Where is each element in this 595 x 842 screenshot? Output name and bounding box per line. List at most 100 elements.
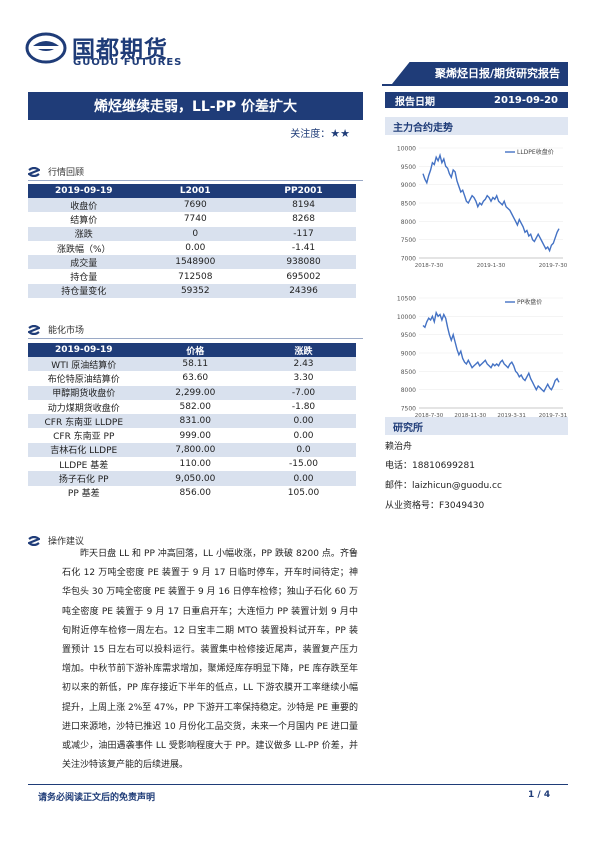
section-heading-suggestion: 操作建议: [26, 534, 85, 547]
section-title: 能化市场: [48, 326, 85, 336]
lldpe-price-chart: 7000 7500 8000 8500 9000 9500 10000 2018-7-30 20…: [397, 146, 568, 270]
legend-label: LLDPE收盘价: [517, 148, 554, 156]
y-tick-label: 10500: [397, 296, 416, 303]
analyst-license: 从业资格号：F3049430: [385, 501, 485, 511]
cell-value: 695002: [286, 271, 321, 282]
y-tick-label: 9000: [401, 351, 416, 358]
section-heading-market-review: 行情回顾: [26, 165, 85, 178]
cell-value: -7.00: [251, 385, 356, 400]
cell-value: 3.30: [293, 373, 314, 384]
attention-rating: 关注度：★★: [200, 125, 350, 140]
y-tick-label: 8000: [401, 219, 416, 226]
cell-value: 0.0: [251, 442, 356, 458]
y-tick-label: 8500: [401, 369, 416, 376]
row-label: CFR 东南亚 LLDPE: [28, 414, 140, 429]
cell-value: 63.60: [182, 373, 209, 384]
chart-section-header: 主力合约走势: [385, 117, 568, 135]
table-header-cell: 2019-09-19: [28, 184, 140, 198]
section-title: 操作建议: [48, 537, 85, 547]
table-header-cell: 2019-09-19: [28, 343, 140, 357]
table-row: 结算价 7740 8268: [28, 212, 356, 226]
cell-value: 0.00: [293, 430, 314, 441]
table-row: 持仓量变化 59352 24396: [28, 283, 356, 299]
cell-value: 938080: [251, 255, 356, 270]
y-tick-label: 7500: [401, 237, 416, 244]
cell-value: 110.00: [179, 459, 212, 470]
row-label: PP 基差: [67, 489, 100, 500]
x-tick-label: 2018-7-30: [415, 263, 444, 269]
row-label: 吉林石化 LLDPE: [28, 442, 140, 458]
table-row: 吉林石化 LLDPE 7,800.00 0.0: [28, 442, 356, 458]
cell-value: 8268: [292, 214, 315, 225]
attention-label: 关注度：: [290, 129, 331, 140]
operation-suggestion-text: 昨天日盘 LL 和 PP 冲高回落，LL 小幅收涨，PP 跌破 8200 点。齐…: [62, 545, 358, 775]
legend-label: PP收盘价: [517, 298, 542, 306]
table-row: 甲醇期货收盘价 2,299.00 -7.00: [28, 385, 356, 400]
cell-value: 7740: [183, 214, 207, 225]
row-label: CFR 东南亚 PP: [53, 432, 115, 443]
y-tick-label: 9000: [401, 182, 416, 189]
cell-value: -1.80: [291, 402, 316, 413]
row-label: 持仓量: [70, 273, 98, 284]
cell-value: -15.00: [289, 459, 319, 470]
table-row: 持仓量 712508 695002: [28, 269, 356, 284]
x-tick-label: 2018-7-30: [415, 413, 444, 419]
cell-value: 0.00: [251, 414, 356, 429]
market-review-table: 2019-09-19 L2001 PP2001 收盘价 7690 8194 结算价 77…: [28, 184, 356, 299]
cell-value: 7,800.00: [139, 442, 252, 458]
research-section-header: 研究所: [385, 417, 568, 435]
cell-value: 2,299.00: [139, 385, 252, 400]
cell-value: 7690: [139, 198, 252, 213]
table-row: 涨跌 0 -117: [28, 226, 356, 241]
y-tick-label: 7000: [401, 256, 416, 263]
logo-text-en: GUODU FUTURES: [73, 57, 183, 68]
y-tick-label: 8000: [401, 387, 416, 394]
row-label: 成交量: [28, 255, 140, 270]
header-divider: [382, 84, 568, 86]
cell-value: 582.00: [179, 402, 212, 413]
y-tick-label: 8500: [401, 201, 416, 208]
cell-value: 0: [139, 226, 252, 241]
y-tick-label: 10000: [397, 146, 416, 153]
section-title: 行情回顾: [48, 168, 85, 178]
report-type-banner: 聚烯烃日报/期货研究报告: [392, 62, 568, 84]
table-row: PP 基差 856.00 105.00: [28, 486, 356, 500]
table-row: 成交量 1548900 938080: [28, 255, 356, 270]
x-tick-label: 2018-11-30: [454, 413, 486, 419]
section-bullet-icon: [26, 535, 42, 546]
table-row: 扬子石化 PP 9,050.00 0.00: [28, 471, 356, 486]
row-label: 动力煤期货收盘价: [47, 403, 120, 414]
chemical-market-table: 2019-09-19 价格 涨跌 WTI 原油结算价 58.11 2.43 布伦特原油…: [28, 343, 356, 500]
star-icon: ★★: [330, 127, 350, 140]
x-tick-label: 2019-1-30: [477, 263, 506, 269]
cell-value: 856.00: [179, 487, 212, 498]
row-label: 扬子石化 PP: [28, 471, 140, 486]
y-tick-label: 9500: [401, 332, 416, 339]
section-bullet-icon: [26, 324, 42, 335]
series-line: [422, 310, 560, 393]
section-bullet-icon: [26, 166, 42, 177]
cell-value: 58.11: [139, 357, 252, 372]
disclaimer-notice: 请务必阅读正文后的免责声明: [38, 793, 156, 803]
x-tick-label: 2019-7-30: [539, 263, 568, 269]
cell-value: 999.00: [179, 430, 212, 441]
cell-value: 24396: [251, 283, 356, 299]
cell-value: 9,050.00: [139, 471, 252, 486]
logo-text-cn: 国都期货: [72, 37, 168, 63]
cell-value: 2.43: [251, 357, 356, 372]
row-label: LLDPE 基差: [59, 460, 109, 471]
table-header-cell: 涨跌: [251, 343, 356, 357]
row-label: 甲醇期货收盘价: [28, 385, 140, 400]
table-header-row: 2019-09-19 L2001 PP2001: [28, 184, 356, 198]
cell-value: 105.00: [287, 487, 320, 498]
row-label: 涨跌幅（%）: [56, 244, 111, 255]
section-divider: [28, 338, 363, 339]
series-line: [422, 152, 560, 253]
cell-value: -117: [251, 226, 356, 241]
page-number: 1 / 4: [528, 790, 551, 800]
table-header-cell: 价格: [139, 343, 252, 357]
table-row: 收盘价 7690 8194: [28, 198, 356, 213]
cell-value: 831.00: [139, 414, 252, 429]
table-row: CFR 东南亚 LLDPE 831.00 0.00: [28, 414, 356, 429]
analyst-email: 邮件：laizhicun@guodu.cc: [385, 481, 502, 491]
